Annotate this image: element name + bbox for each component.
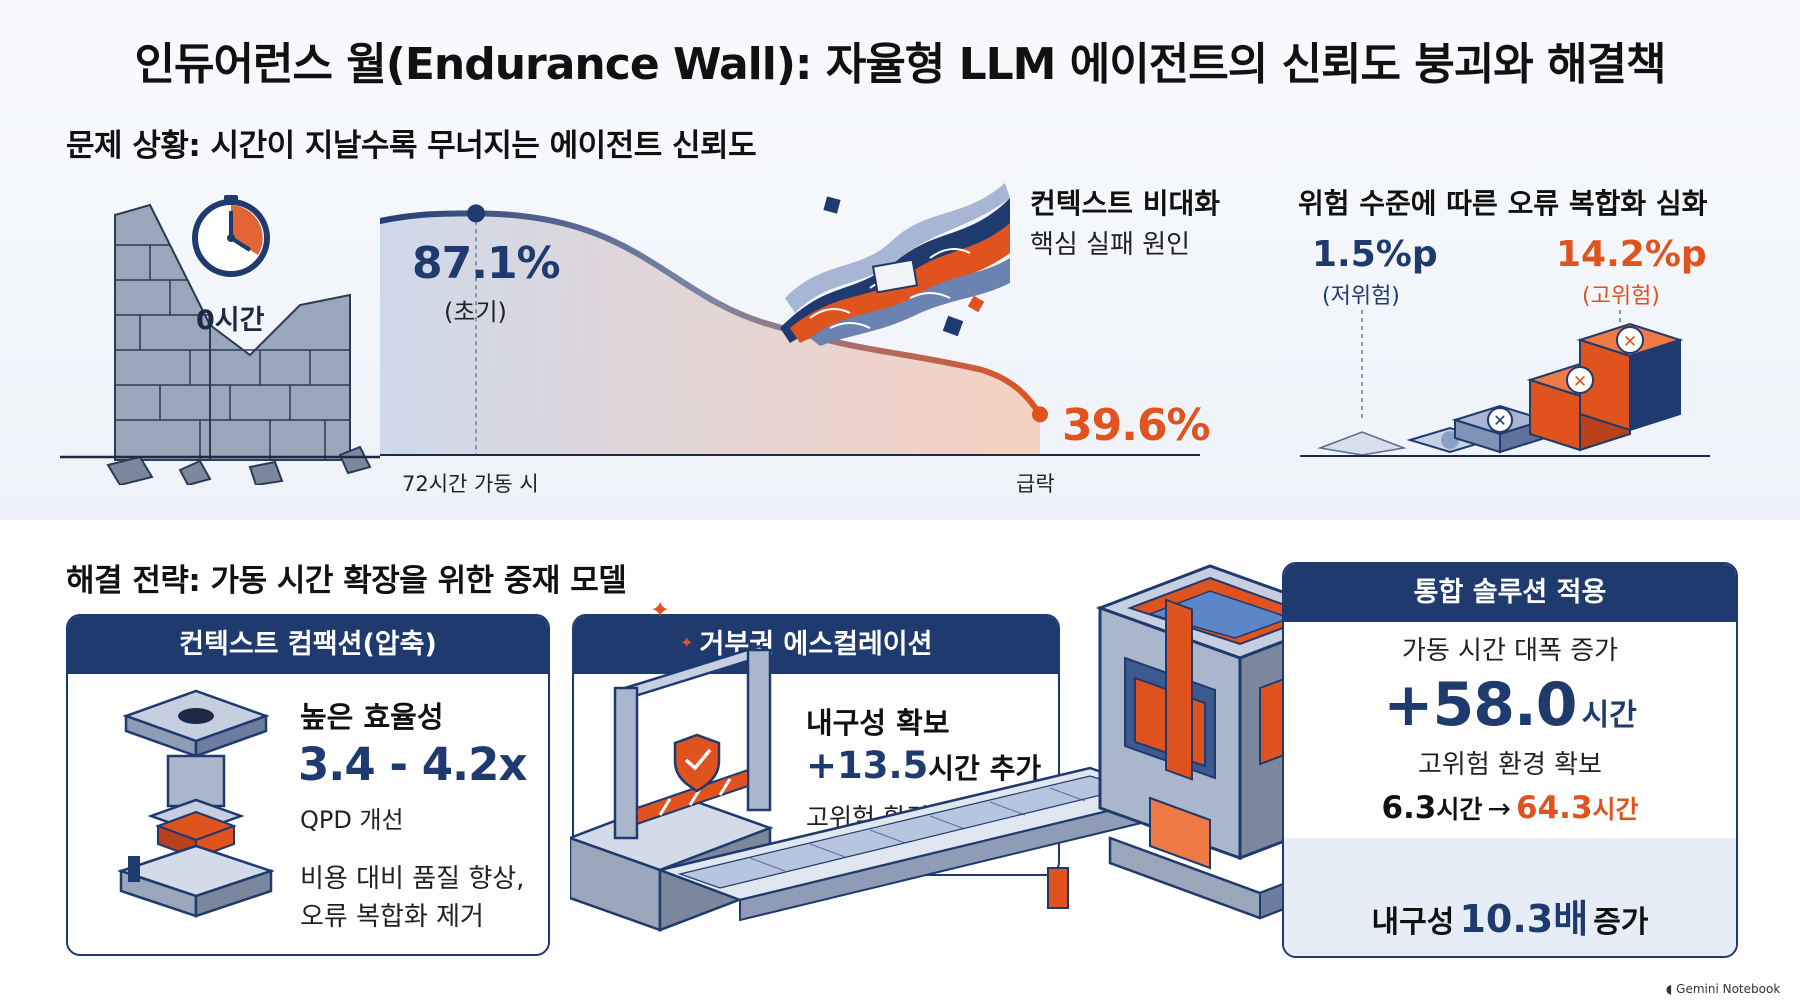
watermark-text: Gemini Notebook	[1676, 982, 1781, 996]
context-swirl-illustration	[780, 183, 1010, 346]
x-label-right: 급락	[1016, 472, 1055, 496]
durability-value: 10.3배	[1459, 897, 1589, 941]
end-value-label: 39.6%	[1062, 400, 1211, 451]
escalation-title: 내구성 확보	[806, 706, 950, 740]
svg-text:✕: ✕	[1493, 411, 1506, 430]
start-point	[467, 204, 485, 223]
escalation-value-row: +13.5시간 추가	[806, 744, 1041, 787]
end-point	[1032, 406, 1048, 423]
press-machine-icon	[117, 689, 275, 918]
risk-high-label: (고위험)	[1582, 284, 1660, 309]
page-title: 인듀어런스 월(Endurance Wall): 자율형 LLM 에이전트의 신…	[134, 39, 1667, 90]
risk-chart-title: 위험 수준에 따른 오류 복합화 심화	[1298, 187, 1708, 220]
durability-suffix: 증가	[1593, 905, 1649, 940]
compaction-desc-line1: 비용 대비 품질 향상,	[300, 864, 525, 894]
integrated-note: 고위험 환경 확보	[1418, 750, 1602, 780]
high-risk-stack: ✕ ✕	[1526, 322, 1684, 452]
x-label-left: 72시간 가동 시	[402, 472, 539, 496]
compaction-value: 3.4 - 4.2x	[298, 738, 527, 791]
start-note-label: (초기)	[444, 298, 507, 326]
integrated-value-row: +58.0 시간	[1282, 670, 1738, 740]
compaction-title: 높은 효율성	[300, 700, 444, 734]
integrated-unit: 시간	[1581, 698, 1637, 733]
line-area	[380, 213, 1040, 455]
svg-text:✦: ✦	[680, 633, 693, 652]
to-value: 64.3	[1516, 790, 1593, 826]
svg-text:✦: ✦	[650, 596, 670, 624]
durability-footer: 내구성 10.3배 증가	[1282, 888, 1738, 943]
compaction-metric: QPD 개선	[300, 806, 404, 834]
svg-text:✕: ✕	[1623, 332, 1637, 352]
problem-heading: 문제 상황: 시간이 지날수록 무너지는 에이전트 신뢰도	[66, 128, 757, 164]
reliability-line-chart	[380, 204, 1200, 456]
arrow-icon: →	[1487, 792, 1511, 825]
risk-low-label: (저위험)	[1322, 284, 1400, 309]
factory-conveyor-illustration: ✦ ✦	[570, 564, 1392, 932]
watermark: ◖ Gemini Notebook	[1666, 982, 1780, 996]
context-subtitle: 핵심 실패 원인	[1030, 230, 1191, 260]
crumbling-wall-illustration	[60, 203, 380, 485]
gemini-logo-icon: ◖	[1666, 982, 1673, 996]
to-unit: 시간	[1592, 795, 1639, 824]
from-unit: 시간	[1436, 795, 1483, 824]
start-value-label: 87.1%	[412, 238, 561, 289]
integrated-card-header: 통합 솔루션 적용	[1284, 564, 1736, 622]
context-title: 컨텍스트 비대화	[1030, 187, 1221, 220]
durability-prefix: 내구성	[1371, 905, 1455, 940]
line-series	[380, 210, 1043, 418]
escalation-value: +13.5	[806, 744, 929, 787]
integrated-card-footer-band	[1284, 838, 1736, 956]
risk-high-value: 14.2%p	[1556, 234, 1707, 275]
integrated-solution-card: 통합 솔루션 적용	[1282, 562, 1738, 958]
integrated-hours-comparison: 6.3시간 → 64.3시간	[1282, 790, 1738, 826]
integrated-sub: 가동 시간 대폭 증가	[1401, 636, 1619, 666]
clock-label: 0시간	[196, 305, 265, 336]
solution-heading: 해결 전략: 가동 시간 확장을 위한 중재 모델	[66, 563, 627, 599]
integrated-value: +58.0	[1383, 670, 1577, 740]
risk-blocks-illustration: ✕ ✕ ✕	[1300, 310, 1710, 457]
compaction-card-header: 컨텍스트 컴팩션(압축)	[68, 616, 548, 674]
compaction-desc-line2: 오류 복합화 제거	[300, 902, 484, 932]
from-value: 6.3	[1381, 790, 1437, 826]
risk-low-value: 1.5%p	[1312, 234, 1438, 275]
clock-icon	[192, 195, 270, 277]
escalation-unit: 시간 추가	[928, 752, 1042, 785]
svg-text:✕: ✕	[1573, 372, 1587, 392]
